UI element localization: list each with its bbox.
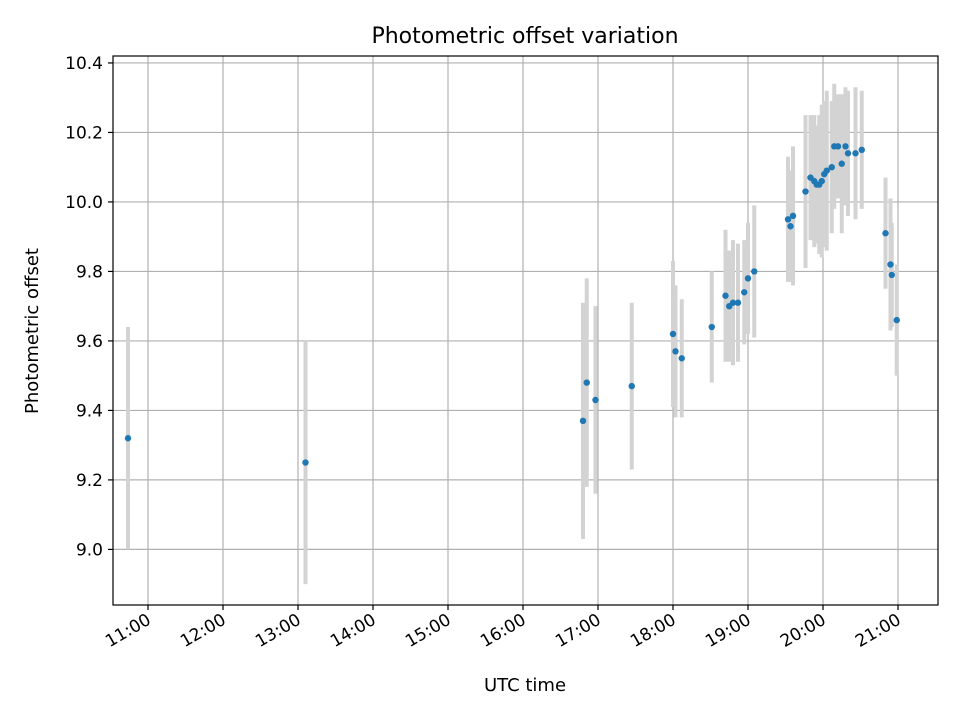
data-point bbox=[858, 146, 865, 154]
data-point bbox=[834, 143, 842, 150]
data-point bbox=[818, 177, 825, 185]
y-tick-label: 10.4 bbox=[65, 54, 103, 74]
plot-frame bbox=[112, 55, 939, 606]
y-tick-label: 9.0 bbox=[76, 540, 103, 560]
data-point bbox=[882, 230, 889, 237]
data-point bbox=[708, 323, 715, 331]
y-axis-label: Photometric offset bbox=[22, 248, 43, 414]
data-points bbox=[124, 143, 900, 466]
data-point bbox=[741, 289, 748, 296]
data-point bbox=[744, 275, 752, 282]
data-point bbox=[893, 316, 900, 324]
data-point bbox=[823, 167, 830, 174]
y-tick-label: 9.8 bbox=[76, 262, 103, 282]
y-axis-ticks: 9.0 9.2 9.4 9.6 9.8 10.0 10.2 10.4 bbox=[65, 54, 113, 560]
y-tick-label: 9.2 bbox=[76, 471, 103, 491]
y-tick-label: 10.2 bbox=[65, 123, 103, 143]
data-point bbox=[628, 382, 635, 390]
data-point bbox=[592, 396, 599, 404]
data-point bbox=[734, 299, 742, 306]
data-point bbox=[124, 435, 132, 442]
data-point bbox=[678, 355, 685, 362]
data-point bbox=[751, 268, 758, 275]
data-point bbox=[842, 143, 849, 150]
data-point bbox=[302, 459, 309, 466]
data-point bbox=[669, 330, 677, 338]
data-point bbox=[789, 212, 797, 220]
data-point bbox=[838, 160, 845, 167]
data-point bbox=[828, 163, 835, 171]
y-tick-label: 10.0 bbox=[65, 193, 103, 213]
data-point bbox=[583, 379, 590, 386]
data-point bbox=[852, 150, 859, 157]
data-point bbox=[787, 223, 794, 230]
data-point bbox=[722, 292, 729, 299]
y-tick-label: 9.4 bbox=[76, 401, 103, 421]
chart-title: Photometric offset variation bbox=[371, 24, 678, 49]
data-point bbox=[784, 216, 792, 223]
data-point bbox=[802, 188, 809, 195]
data-point bbox=[579, 417, 587, 425]
x-axis-label: UTC time bbox=[484, 675, 566, 696]
data-point bbox=[672, 348, 679, 355]
data-point bbox=[887, 261, 894, 268]
data-point bbox=[888, 271, 895, 279]
data-point bbox=[844, 150, 852, 157]
data-point bbox=[729, 299, 737, 306]
y-tick-label: 9.6 bbox=[76, 332, 103, 352]
